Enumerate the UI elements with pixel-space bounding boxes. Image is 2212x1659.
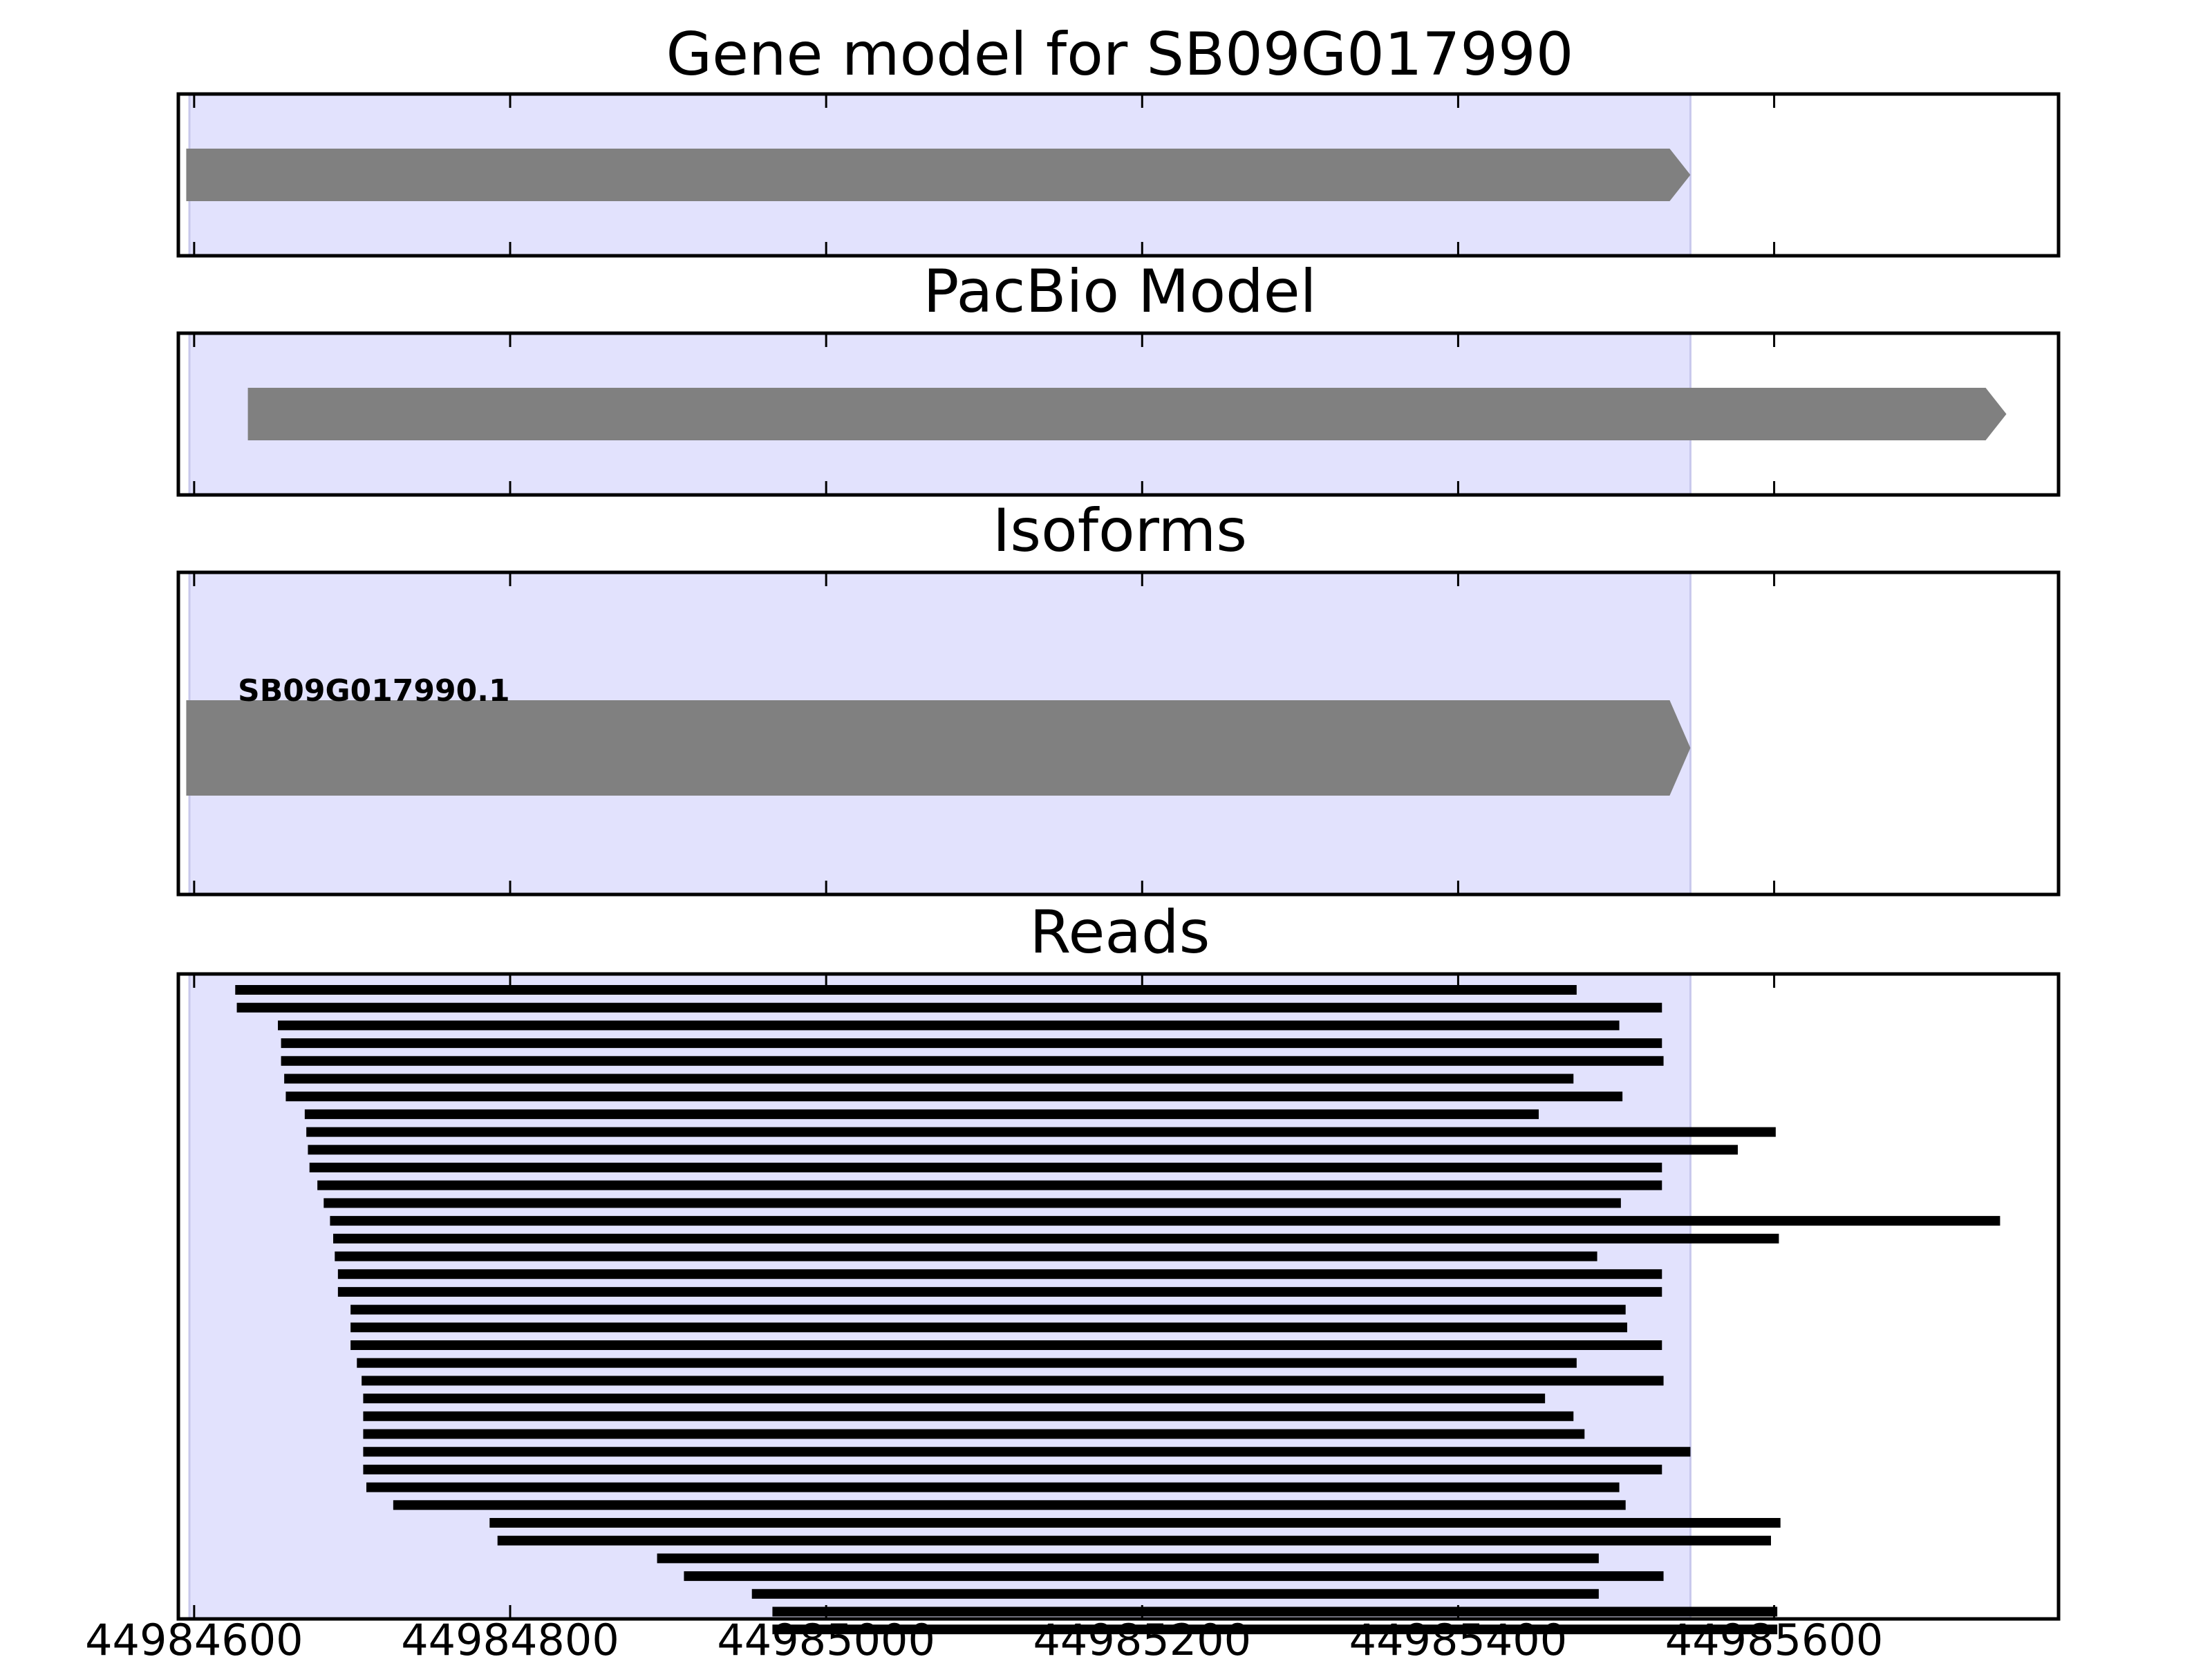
read-bar xyxy=(333,1233,1779,1244)
read-bar xyxy=(362,1376,1664,1386)
read-bar xyxy=(281,1056,1664,1066)
isoform-feature-arrow xyxy=(186,700,1691,796)
read-bar xyxy=(363,1429,1585,1439)
x-tick-label: 44985600 xyxy=(1665,1615,1884,1659)
read-bar xyxy=(350,1322,1628,1333)
read-bar xyxy=(281,1038,1662,1049)
read-bar xyxy=(337,1269,1662,1280)
isoforms-title: Isoforms xyxy=(993,496,1247,565)
isoforms-panel: Isoforms SB09G017990.1 xyxy=(176,496,2061,897)
pacbio-model-feature-arrow xyxy=(247,388,2007,440)
pacbio-model-panel: PacBio Model xyxy=(176,257,2061,497)
read-bar xyxy=(366,1482,1620,1492)
read-bar xyxy=(235,985,1577,995)
reads-panel: Reads xyxy=(176,898,2061,1635)
read-bar xyxy=(363,1394,1546,1404)
read-bar xyxy=(337,1286,1662,1297)
read-bar xyxy=(751,1588,1599,1599)
read-bar xyxy=(497,1535,1771,1546)
pacbio-model-frame xyxy=(176,331,2061,497)
read-bar xyxy=(306,1127,1776,1137)
isoform-label: SB09G017990.1 xyxy=(238,673,510,709)
read-bar xyxy=(335,1251,1597,1262)
read-bar xyxy=(236,1002,1662,1013)
read-bar xyxy=(309,1163,1662,1172)
gene-model-title: Gene model for SB09G017990 xyxy=(666,20,1574,89)
read-bar xyxy=(657,1553,1599,1564)
pacbio-model-title: PacBio Model xyxy=(923,257,1316,326)
gene-model-panel: Gene model for SB09G017990 xyxy=(176,20,2061,258)
isoform-frame xyxy=(176,570,2061,897)
x-tick-label: 44984600 xyxy=(85,1615,303,1659)
x-tick-label: 44985400 xyxy=(1349,1615,1568,1659)
read-bar xyxy=(304,1109,1539,1119)
read-bar xyxy=(363,1464,1662,1474)
read-bar xyxy=(285,1091,1623,1102)
x-axis: 44984600 44984800 44985000 44985200 44985400… xyxy=(85,1615,1883,1659)
reads-frame xyxy=(176,972,2061,1621)
read-bar xyxy=(308,1145,1738,1155)
reads-title: Reads xyxy=(1030,898,1210,967)
read-bar xyxy=(684,1571,1664,1582)
gene-model-frame xyxy=(176,92,2061,258)
read-bar xyxy=(350,1340,1662,1350)
read-bar xyxy=(278,1020,1620,1031)
gene-model-feature-arrow xyxy=(186,149,1691,201)
x-tick-label: 44984800 xyxy=(401,1615,619,1659)
read-bar xyxy=(393,1500,1626,1510)
read-bar xyxy=(363,1447,1691,1457)
read-bar xyxy=(363,1411,1574,1421)
read-bar xyxy=(772,1606,1778,1617)
read-bar xyxy=(357,1358,1577,1368)
read-bar xyxy=(772,1624,1778,1635)
read-bar xyxy=(317,1180,1662,1190)
x-tick-label: 44985000 xyxy=(717,1615,935,1659)
x-tick-label: 44985200 xyxy=(1033,1615,1251,1659)
read-bar xyxy=(324,1198,1621,1208)
read-bar xyxy=(330,1216,2000,1226)
read-bar xyxy=(350,1304,1626,1315)
read-bar xyxy=(284,1074,1574,1084)
read-bar xyxy=(489,1518,1781,1528)
